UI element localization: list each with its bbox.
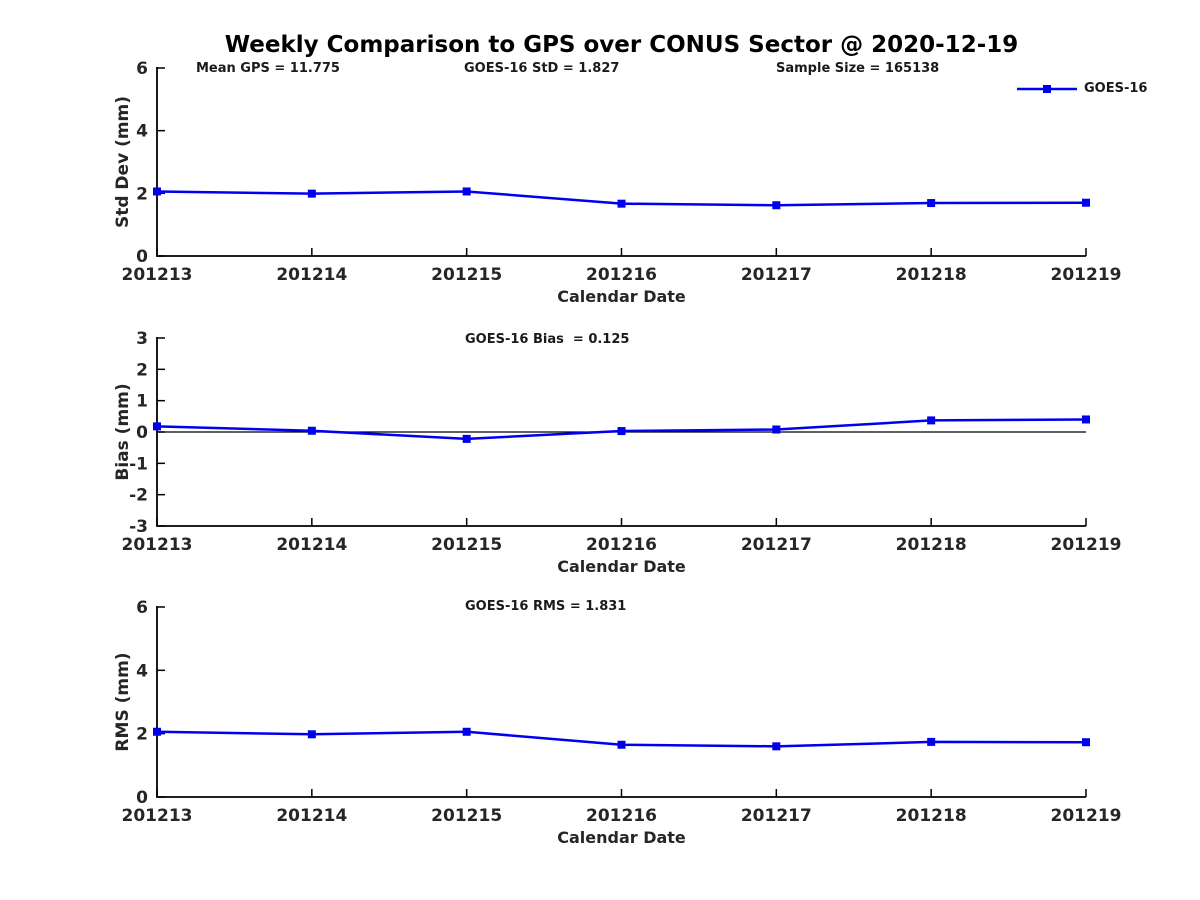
- data-point-marker: [153, 727, 161, 736]
- subplot-3: 0 2 4 6 201213 201214 201215 201216 201217 201218…: [113, 598, 1121, 847]
- x-tick-label: 201213: [122, 806, 193, 826]
- x-tick-label: 201217: [741, 265, 812, 285]
- data-point-marker: [153, 422, 161, 431]
- figure-title: Weekly Comparison to GPS over CONUS Sect…: [224, 32, 1019, 58]
- legend-line-marker-icon: [1017, 85, 1077, 93]
- data-point-marker: [772, 201, 781, 210]
- data-point-marker: [462, 187, 471, 196]
- x-tick-label: 201216: [586, 806, 657, 826]
- annotation-goes16-std: GOES-16 StD = 1.827: [464, 61, 620, 76]
- data-point-marker: [772, 425, 781, 434]
- x-tick-label: 201218: [896, 265, 967, 285]
- x-tick-label: 201218: [896, 535, 967, 555]
- x-tick-label: 201217: [741, 806, 812, 826]
- x-axis-label: Calendar Date: [557, 287, 686, 306]
- y-tick-label: 2: [136, 360, 148, 380]
- data-point-marker: [307, 730, 316, 739]
- x-tick-label: 201214: [276, 535, 347, 555]
- x-tick-label: 201215: [431, 265, 502, 285]
- data-point-marker: [153, 187, 161, 196]
- subplot-2: -3 -2 -1 0 1 2 3 201213 201214 201215 201216 201217…: [113, 329, 1121, 576]
- y-tick-label: 0: [136, 423, 148, 443]
- x-tick-label: 201219: [1051, 535, 1122, 555]
- data-point-marker: [927, 737, 936, 746]
- annotation-goes16-bias: GOES-16 Bias = 0.125: [465, 332, 630, 347]
- legend-marker-sample: [1043, 85, 1051, 93]
- x-tick-label: 201217: [741, 535, 812, 555]
- annotation-mean-gps: Mean GPS = 11.775: [196, 61, 340, 76]
- data-point-marker: [307, 189, 316, 198]
- x-tick-label: 201215: [431, 535, 502, 555]
- y-axis-label: Std Dev (mm): [113, 96, 133, 228]
- annotation-sample-size: Sample Size = 165138: [776, 61, 940, 76]
- y-axis-label: RMS (mm): [113, 652, 133, 751]
- data-point-marker: [307, 426, 316, 435]
- data-point-marker: [617, 740, 626, 749]
- data-point-marker: [462, 434, 471, 443]
- y-tick-label: 6: [136, 59, 148, 79]
- data-point-marker: [927, 416, 936, 425]
- y-tick-label: 2: [136, 725, 148, 745]
- x-tick-label: 201216: [586, 265, 657, 285]
- data-point-marker: [1082, 198, 1090, 207]
- y-tick-label: 4: [136, 661, 148, 681]
- subplot-1: 0 2 4 6 201213 201214 201215 201216 201217 201218…: [113, 59, 1121, 306]
- data-point-marker: [772, 742, 781, 751]
- data-point-marker: [617, 427, 626, 436]
- y-tick-label: -2: [129, 486, 148, 506]
- x-tick-label: 201214: [276, 265, 347, 285]
- x-tick-label: 201213: [122, 265, 193, 285]
- x-tick-label: 201218: [896, 806, 967, 826]
- annotation-goes16-rms: GOES-16 RMS = 1.831: [465, 599, 627, 614]
- y-tick-label: 1: [136, 392, 148, 412]
- y-tick-label: 6: [136, 598, 148, 618]
- data-point-marker: [1082, 415, 1090, 424]
- x-tick-label: 201213: [122, 535, 193, 555]
- y-axis-label: Bias (mm): [113, 383, 133, 480]
- x-tick-label: 201215: [431, 806, 502, 826]
- x-axis-label: Calendar Date: [557, 828, 686, 847]
- y-tick-label: 2: [136, 184, 148, 204]
- legend: GOES-16: [1016, 82, 1147, 96]
- data-point-marker: [462, 727, 471, 736]
- y-tick-label: 3: [136, 329, 148, 349]
- x-axis-label: Calendar Date: [557, 557, 686, 576]
- y-tick-label: 4: [136, 122, 148, 142]
- data-point-marker: [617, 199, 626, 208]
- x-tick-label: 201219: [1051, 806, 1122, 826]
- y-tick-label: -3: [129, 517, 148, 537]
- x-tick-label: 201214: [276, 806, 347, 826]
- data-point-marker: [1082, 738, 1090, 747]
- legend-label: GOES-16: [1084, 81, 1148, 96]
- y-tick-label: -1: [129, 454, 148, 474]
- x-tick-label: 201216: [586, 535, 657, 555]
- y-tick-label: 0: [136, 788, 148, 808]
- y-tick-label: 0: [136, 247, 148, 267]
- x-tick-label: 201219: [1051, 265, 1122, 285]
- data-point-marker: [927, 199, 936, 208]
